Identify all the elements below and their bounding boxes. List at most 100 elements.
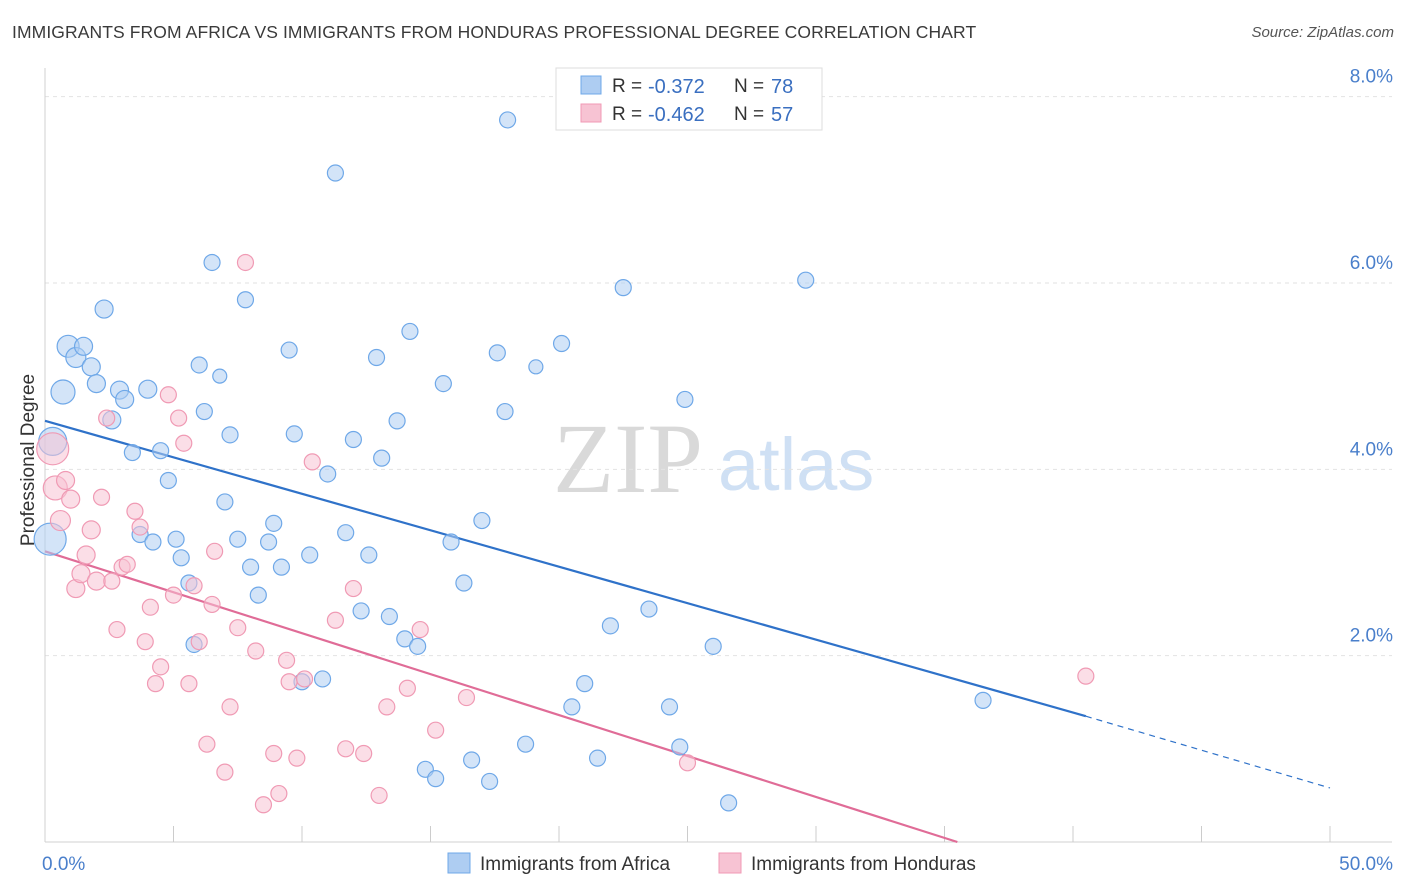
y-axis-label: Professional Degree	[18, 374, 39, 546]
honduras-point	[411, 620, 429, 639]
honduras-trend-line	[44, 550, 958, 844]
africa-point	[152, 442, 170, 460]
honduras-point	[337, 740, 355, 758]
africa-point	[373, 449, 391, 467]
honduras-point	[270, 784, 288, 803]
series-legend: Immigrants from Africa Immigrants from H…	[447, 852, 976, 875]
africa-point	[249, 586, 267, 604]
africa-point	[488, 344, 506, 362]
legend-swatch-africa	[580, 75, 602, 95]
legend-r-value-africa: -0.372	[648, 76, 705, 98]
africa-point	[563, 698, 581, 716]
source-credit: Source: ZipAtlas.com	[1251, 24, 1394, 41]
africa-point	[94, 299, 114, 319]
honduras-point	[164, 586, 183, 604]
africa-point	[280, 341, 298, 359]
africa-point	[473, 511, 491, 530]
honduras-point	[265, 744, 283, 763]
africa-trend-extension	[1085, 715, 1331, 789]
legend-n-label-honduras: N =	[734, 104, 764, 125]
honduras-point	[678, 754, 697, 772]
africa-point	[115, 389, 135, 410]
africa-point	[138, 379, 158, 399]
africa-point	[33, 522, 67, 556]
watermark-zip: ZIP	[553, 403, 703, 514]
africa-point	[313, 670, 332, 688]
watermark-atlas: atlas	[718, 423, 874, 506]
honduras-point	[152, 658, 170, 676]
trend-lines	[44, 419, 1331, 844]
africa-point	[516, 735, 535, 753]
y-tick-label: 4.0%	[1350, 439, 1393, 460]
data-points	[33, 111, 1095, 814]
legend-r-label-africa: R =	[612, 76, 642, 97]
series-legend-label-honduras: Immigrants from Honduras	[751, 854, 976, 875]
chart-title: IMMIGRANTS FROM AFRICA VS IMMIGRANTS FRO…	[12, 22, 977, 42]
honduras-point	[146, 675, 165, 693]
honduras-point	[277, 651, 296, 669]
africa-point	[427, 770, 445, 788]
africa-point	[203, 253, 221, 272]
honduras-point	[118, 555, 136, 573]
africa-trend-line	[44, 419, 1087, 718]
africa-point	[272, 558, 291, 576]
africa-point	[409, 637, 427, 655]
y-tick-label: 8.0%	[1350, 67, 1393, 88]
honduras-point	[190, 633, 208, 651]
africa-point	[337, 524, 355, 542]
africa-point	[552, 334, 571, 353]
honduras-point	[303, 453, 321, 471]
africa-point	[720, 794, 738, 812]
africa-point	[360, 546, 378, 564]
series-legend-swatch-africa	[447, 852, 471, 874]
honduras-point	[355, 744, 373, 763]
africa-point	[499, 111, 517, 129]
honduras-point	[198, 735, 216, 753]
series-legend-label-africa: Immigrants from Africa	[480, 854, 670, 875]
honduras-point	[86, 571, 107, 591]
africa-point	[455, 574, 473, 592]
africa-point	[388, 412, 406, 430]
africa-point	[974, 691, 992, 709]
honduras-point	[76, 545, 96, 565]
honduras-point	[81, 520, 101, 540]
honduras-point	[370, 786, 388, 805]
honduras-point	[98, 409, 116, 427]
tick-labels: 2.0% 4.0% 6.0% 8.0% 0.0% 50.0%	[42, 67, 1393, 875]
africa-point	[442, 533, 460, 551]
honduras-point	[378, 698, 396, 716]
africa-point	[352, 602, 370, 620]
honduras-point	[175, 434, 193, 452]
africa-point	[81, 357, 101, 377]
africa-point	[229, 530, 247, 548]
honduras-point	[280, 673, 298, 691]
africa-point	[640, 600, 658, 618]
honduras-point	[254, 796, 273, 814]
honduras-point	[236, 253, 255, 272]
honduras-point	[185, 577, 203, 595]
africa-point	[434, 375, 452, 393]
honduras-point	[206, 542, 224, 560]
africa-point	[704, 637, 722, 655]
honduras-point	[180, 675, 198, 693]
honduras-point	[92, 488, 111, 506]
africa-point	[367, 348, 386, 367]
africa-point	[86, 374, 107, 394]
y-tick-label: 6.0%	[1350, 253, 1393, 274]
legend-n-value-africa: 78	[771, 76, 793, 98]
grid-lines	[45, 96, 1392, 657]
honduras-point	[229, 619, 247, 637]
x-tick-label: 50.0%	[1339, 854, 1393, 875]
y-tick-label: 2.0%	[1350, 626, 1393, 647]
legend-r-label-honduras: R =	[612, 104, 642, 125]
honduras-point	[61, 489, 81, 509]
x-tick-label: 0.0%	[42, 854, 85, 875]
africa-point	[588, 749, 607, 767]
honduras-point	[141, 598, 159, 616]
africa-point	[212, 368, 228, 384]
africa-point	[463, 751, 481, 769]
legend-n-label-africa: N =	[734, 76, 764, 97]
africa-point	[396, 630, 414, 648]
africa-point	[671, 738, 689, 756]
